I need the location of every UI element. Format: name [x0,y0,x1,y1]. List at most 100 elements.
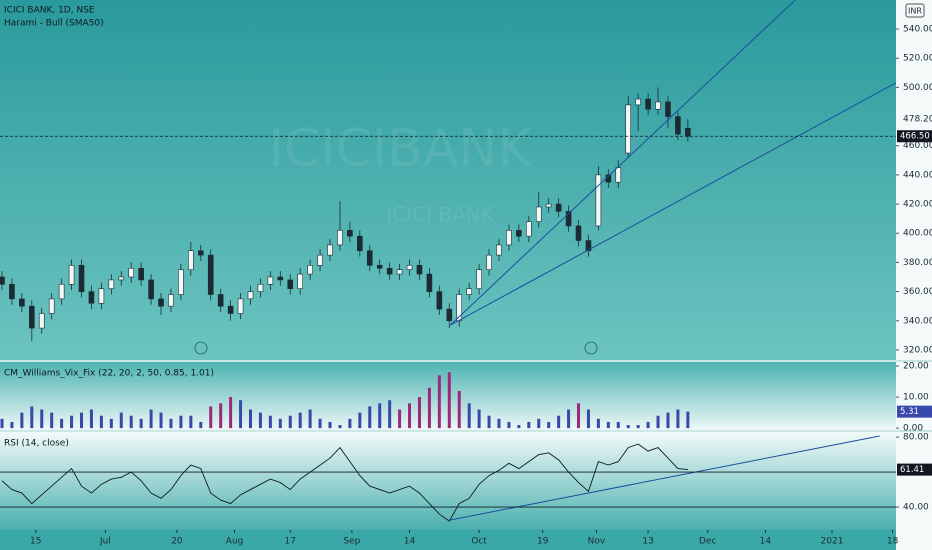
price-tag: 5.31 [900,407,919,417]
candle-body [327,244,333,256]
candle-body [78,265,85,292]
candle-body [118,276,125,281]
candle-body [545,203,552,208]
candle-body [665,101,671,117]
candle-body [516,230,522,237]
clip-group [0,0,896,342]
vix-bar [318,418,322,429]
candle-body [207,254,214,295]
rsi-pane [0,432,896,530]
vix-bar [477,409,481,429]
y-tick-label: 10.00 [903,393,929,403]
vix-bar [487,415,491,429]
price-tag-bg [897,405,932,418]
currency-badge[interactable] [905,3,925,18]
candle-body [237,298,244,314]
x-tick-label: Sep [343,537,360,547]
vix-bar [646,421,650,429]
candle-body [29,305,35,329]
vix-bar [537,418,541,429]
vix-bar [517,425,521,429]
candle-body [337,230,343,246]
time-axis [0,530,896,550]
vix-bar [209,406,213,429]
candle-body [416,265,423,275]
candle-body [88,291,95,304]
vix-bar [567,409,571,429]
candle-body [506,230,512,246]
vix-bar [447,372,451,429]
candle-body [575,225,582,241]
symbol-title: ICICI BANK, 1D, NSE [4,6,95,16]
candle-body [436,291,443,310]
trend-line [450,435,880,521]
vix-bar [368,406,372,429]
candle-body [138,267,144,281]
vix-bar [0,418,4,429]
x-tick-label: 2021 [821,537,844,547]
y-tick-label: 460.00 [903,141,932,151]
candle-body [197,250,204,256]
vix-bar [417,397,421,429]
rsi-title: RSI (14, close) [4,439,69,449]
vix-bar [258,412,262,429]
x-tick-label: Dec [699,537,716,547]
vix-bar [109,418,113,429]
candle-body [257,283,264,292]
trend-line [450,82,896,326]
event-icon[interactable] [194,341,208,355]
vix-bar [268,415,272,429]
vix-title: CM_Williams_Vix_Fix (22, 20, 2, 50, 0.85… [4,369,214,379]
vix-bar [60,418,64,429]
vix-bar [626,425,630,429]
marker-label: 478.20 [903,115,932,125]
x-tick-label: 15 [30,537,41,547]
y-tick-label: 340.00 [903,316,932,326]
candle-body [635,98,641,106]
event-icon[interactable] [584,341,598,355]
x-tick-label: Aug [226,537,244,547]
candle-body [535,206,542,222]
vix-bar [139,418,143,429]
x-tick-label: 19 [537,537,549,547]
y-tick-label: 540.00 [903,25,932,35]
vix-bar [159,412,163,429]
vix-bar [408,403,412,429]
currency: INR [908,7,922,16]
candle-body [19,298,25,307]
price-tag-bg [897,130,932,143]
vix-bar [219,403,223,429]
vix-bar [358,412,362,429]
vix-bar [229,397,233,429]
vix-bar [348,418,352,429]
x-tick-label: 18 [887,537,899,547]
candle-body [526,221,532,237]
candle-body [615,167,622,183]
candle-body [168,294,174,307]
candle-body [655,101,661,110]
vix-bar [666,412,670,429]
candle-body [0,276,5,285]
vix-bar [616,421,620,429]
vix-bar [388,400,392,429]
candle-body [267,276,274,285]
candle-body [148,279,154,300]
candle-body [58,283,65,300]
x-tick-label: Nov [588,537,606,547]
vix-bar [557,415,561,429]
y-tick-label: 80.00 [903,433,929,443]
candle-body [446,308,453,322]
y-tick-label: 500.00 [903,83,932,93]
candle-body [565,211,572,227]
candle-body [396,269,403,275]
vix-bar [606,421,610,429]
price-tag: 466.50 [900,132,930,142]
candle-body [48,298,55,314]
candle-body [486,254,492,271]
candle-body [108,279,115,289]
vix-bar [70,415,74,429]
vix-bar [636,425,640,429]
candle-body [188,250,194,271]
vix-bar [248,409,252,429]
vix-bar [40,409,44,429]
